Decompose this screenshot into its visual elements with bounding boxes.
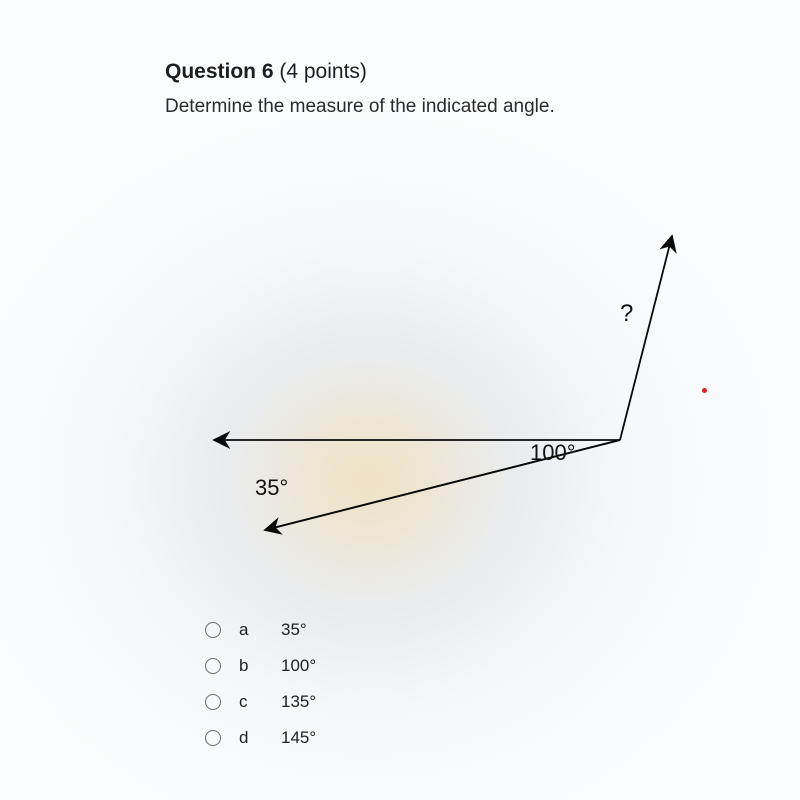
option-letter: b: [239, 656, 281, 676]
option-letter: d: [239, 728, 281, 748]
option-value: 35°: [281, 620, 307, 640]
option-letter: c: [239, 692, 281, 712]
radio-icon[interactable]: [205, 622, 221, 638]
question-number: Question 6: [165, 60, 274, 83]
option-value: 135°: [281, 692, 316, 712]
radio-icon[interactable]: [205, 730, 221, 746]
question-prompt: Determine the measure of the indicated a…: [165, 96, 725, 118]
option-letter: a: [239, 620, 281, 640]
radio-icon[interactable]: [205, 694, 221, 710]
question-block: Question 6 (4 points) Determine the meas…: [165, 60, 725, 118]
option-b[interactable]: b 100°: [205, 648, 316, 684]
label-angle-unknown: ?: [620, 300, 633, 328]
option-value: 100°: [281, 656, 316, 676]
option-a[interactable]: a 35°: [205, 612, 316, 648]
stray-red-dot: [702, 388, 707, 393]
option-d[interactable]: d 145°: [205, 720, 316, 756]
question-header: Question 6 (4 points): [165, 60, 725, 84]
question-points: (4 points): [279, 60, 367, 83]
label-angle-100: 100°: [530, 440, 576, 466]
label-angle-35: 35°: [255, 475, 288, 501]
option-value: 145°: [281, 728, 316, 748]
answer-options: a 35° b 100° c 135° d 145°: [205, 612, 316, 756]
radio-icon[interactable]: [205, 658, 221, 674]
angle-diagram: [210, 230, 710, 560]
option-c[interactable]: c 135°: [205, 684, 316, 720]
